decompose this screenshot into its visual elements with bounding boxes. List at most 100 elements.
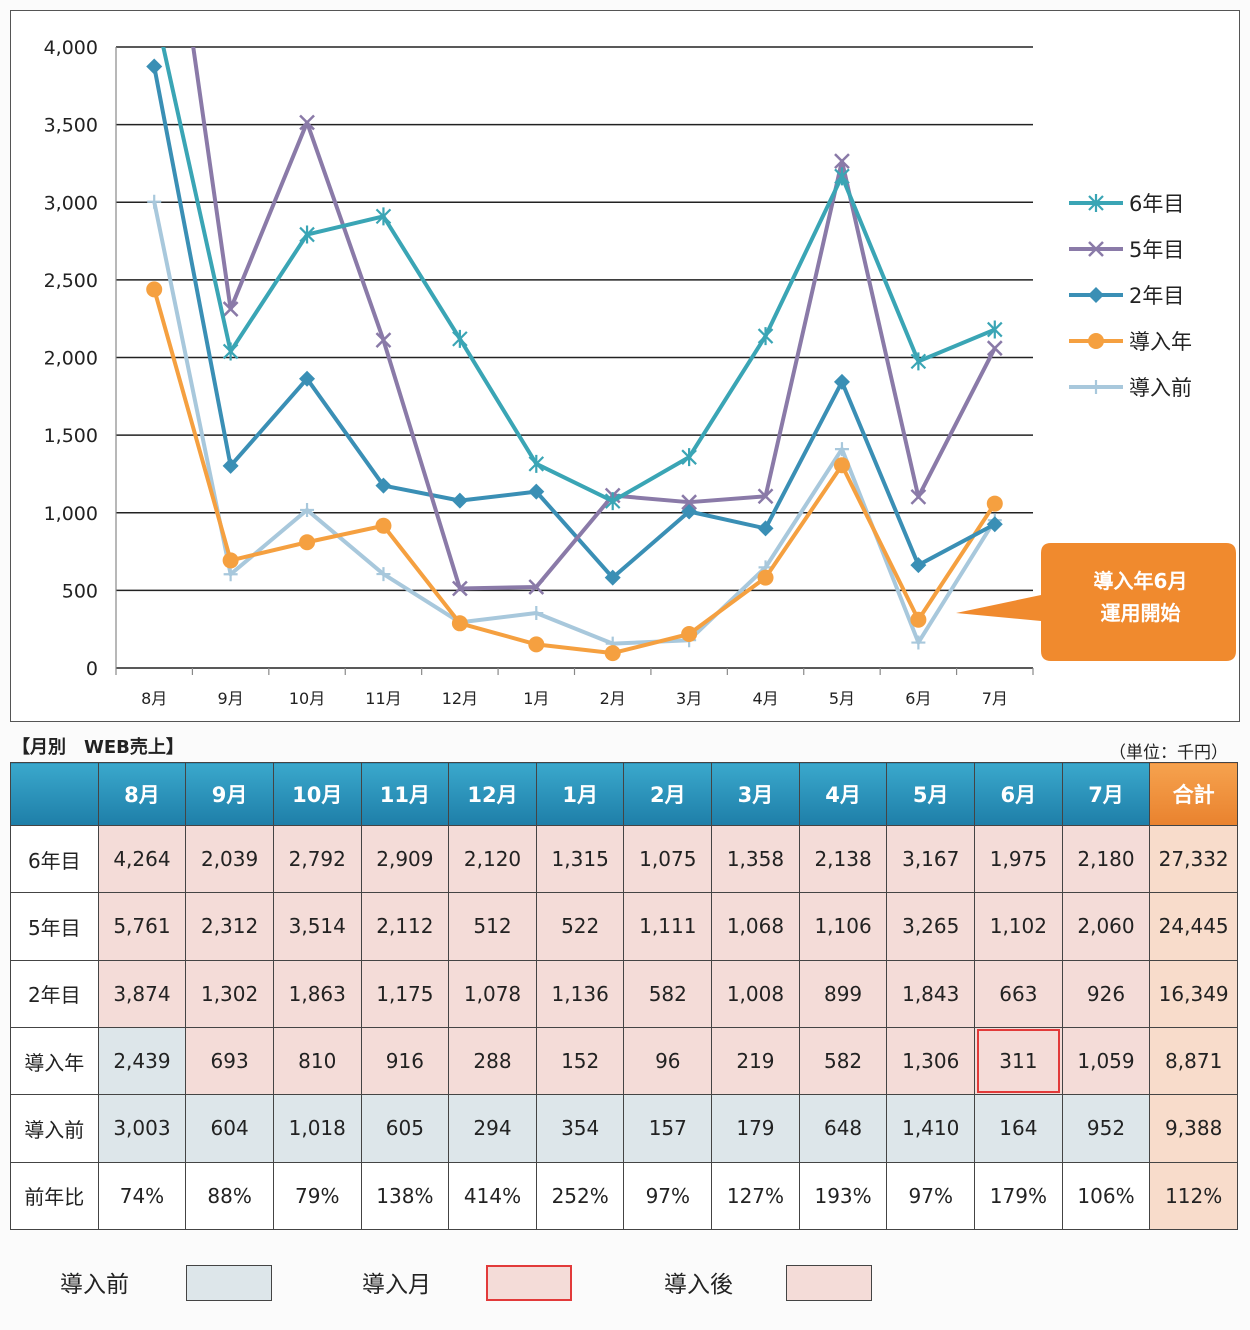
data-point [910,352,927,371]
legend-marker [1088,287,1104,303]
legend-month-swatch [486,1265,572,1301]
header-month: 7月 [1061,762,1151,826]
row-label: 導入前 [10,1094,99,1163]
header-month: 6月 [974,762,1063,826]
data-point [146,281,163,298]
y-tick-label: 500 [62,580,98,602]
value-cell: 74% [97,1161,187,1231]
value-cell: 2,909 [360,824,450,894]
data-point [681,626,698,643]
value-cell: 1,068 [711,892,800,961]
value-cell: 3,514 [272,892,362,961]
data-point [528,579,545,595]
table-row: 6年目 4,264 2,039 2,792 2,909 2,120 1,315 1,075 1,… [10,824,1238,894]
value-cell: 2,060 [1061,892,1151,961]
y-tick-label: 1,500 [44,425,98,447]
value-cell: 294 [448,1094,537,1163]
data-point [375,332,392,348]
data-point [222,457,239,474]
value-cell: 1,111 [623,892,713,961]
row-label: 前年比 [10,1161,99,1231]
callout-bubble [956,543,1236,661]
value-cell: 2,439 [97,1026,187,1096]
header-month: 12月 [448,762,537,826]
x-tick-label: 12月 [442,689,478,708]
value-cell: 1,410 [886,1094,976,1163]
data-point [528,483,545,500]
value-cell: 311 [974,1026,1063,1096]
sales-table: 8月 9月 10月 11月 12月 1月 2月 3月 4月 5月 6月 7月 合… [10,762,1238,1231]
data-point [757,569,774,586]
value-cell: 138% [360,1161,450,1231]
value-cell: 1,018 [272,1094,362,1163]
data-point [452,329,468,348]
value-cell: 1,136 [535,959,625,1028]
legend-month-label: 導入月 [362,1272,431,1298]
x-tick-label: 2月 [600,689,626,708]
value-cell: 97% [623,1161,713,1231]
y-tick-label: 3,500 [44,115,98,137]
data-point [299,225,315,244]
value-cell: 179 [711,1094,800,1163]
data-point [451,615,468,632]
data-point [147,11,161,15]
row-label: 6年目 [10,824,99,894]
header-month: 9月 [185,762,274,826]
value-cell: 1,102 [974,892,1063,961]
data-point [451,492,468,509]
value-cell: 5,761 [97,892,187,961]
value-cell: 3,265 [886,892,976,961]
data-point [987,320,1003,339]
value-cell: 2,039 [185,824,274,894]
value-cell: 3,003 [97,1094,187,1163]
series-line [191,47,997,591]
data-point [681,448,697,467]
header-month: 5月 [886,762,976,826]
value-cell: 157 [623,1094,713,1163]
value-cell: 414% [448,1161,537,1231]
data-point [299,534,316,551]
data-point [757,327,774,346]
legend-marker [1089,380,1103,394]
legend-marker [1088,241,1104,257]
value-cell: 604 [185,1094,274,1163]
value-cell: 96 [623,1026,713,1096]
series-1 [191,47,1003,597]
x-tick-label: 1月 [523,689,549,708]
value-cell: 648 [798,1094,888,1163]
value-cell: 97% [886,1161,976,1231]
value-cell: 1,302 [185,959,274,1028]
y-tick-label: 0 [86,658,98,680]
legend-before-label: 導入前 [60,1272,129,1298]
table-row: 導入年 2,439 693 810 916 288 152 96 219 582 1,306 311 1… [10,1026,1238,1096]
data-point [986,495,1003,512]
total-cell: 16,349 [1149,959,1238,1028]
x-tick-label: 6月 [905,689,931,708]
data-point [833,373,850,390]
x-tick-label: 9月 [218,689,244,708]
value-cell: 2,112 [360,892,450,961]
data-point [757,488,774,505]
x-tick-label: 10月 [289,689,325,708]
value-cell: 605 [360,1094,450,1163]
line-chart: 0 500 1,000 1,500 2,000 2,500 3,000 3,500 4,000 8… [10,10,1240,722]
legend-label: 導入前 [1129,376,1192,400]
x-tick-label: 4月 [752,689,778,708]
data-point [834,167,850,186]
data-point [910,557,927,574]
value-cell: 288 [448,1026,537,1096]
data-point [375,477,392,494]
legend-before-swatch [186,1265,272,1301]
header-month: 10月 [272,762,362,826]
data-point [222,552,239,569]
value-cell: 4,264 [97,824,187,894]
table-unit: （単位：千円） [1109,743,1228,763]
legend-label: 5年目 [1129,238,1184,262]
x-tick-label: 8月 [141,689,167,708]
table-title: 【月別 WEB売上】 [12,737,184,758]
header-month: 1月 [535,762,625,826]
row-label: 5年目 [10,892,99,961]
value-cell: 179% [974,1161,1063,1231]
value-cell: 810 [272,1026,362,1096]
data-point [375,517,392,534]
